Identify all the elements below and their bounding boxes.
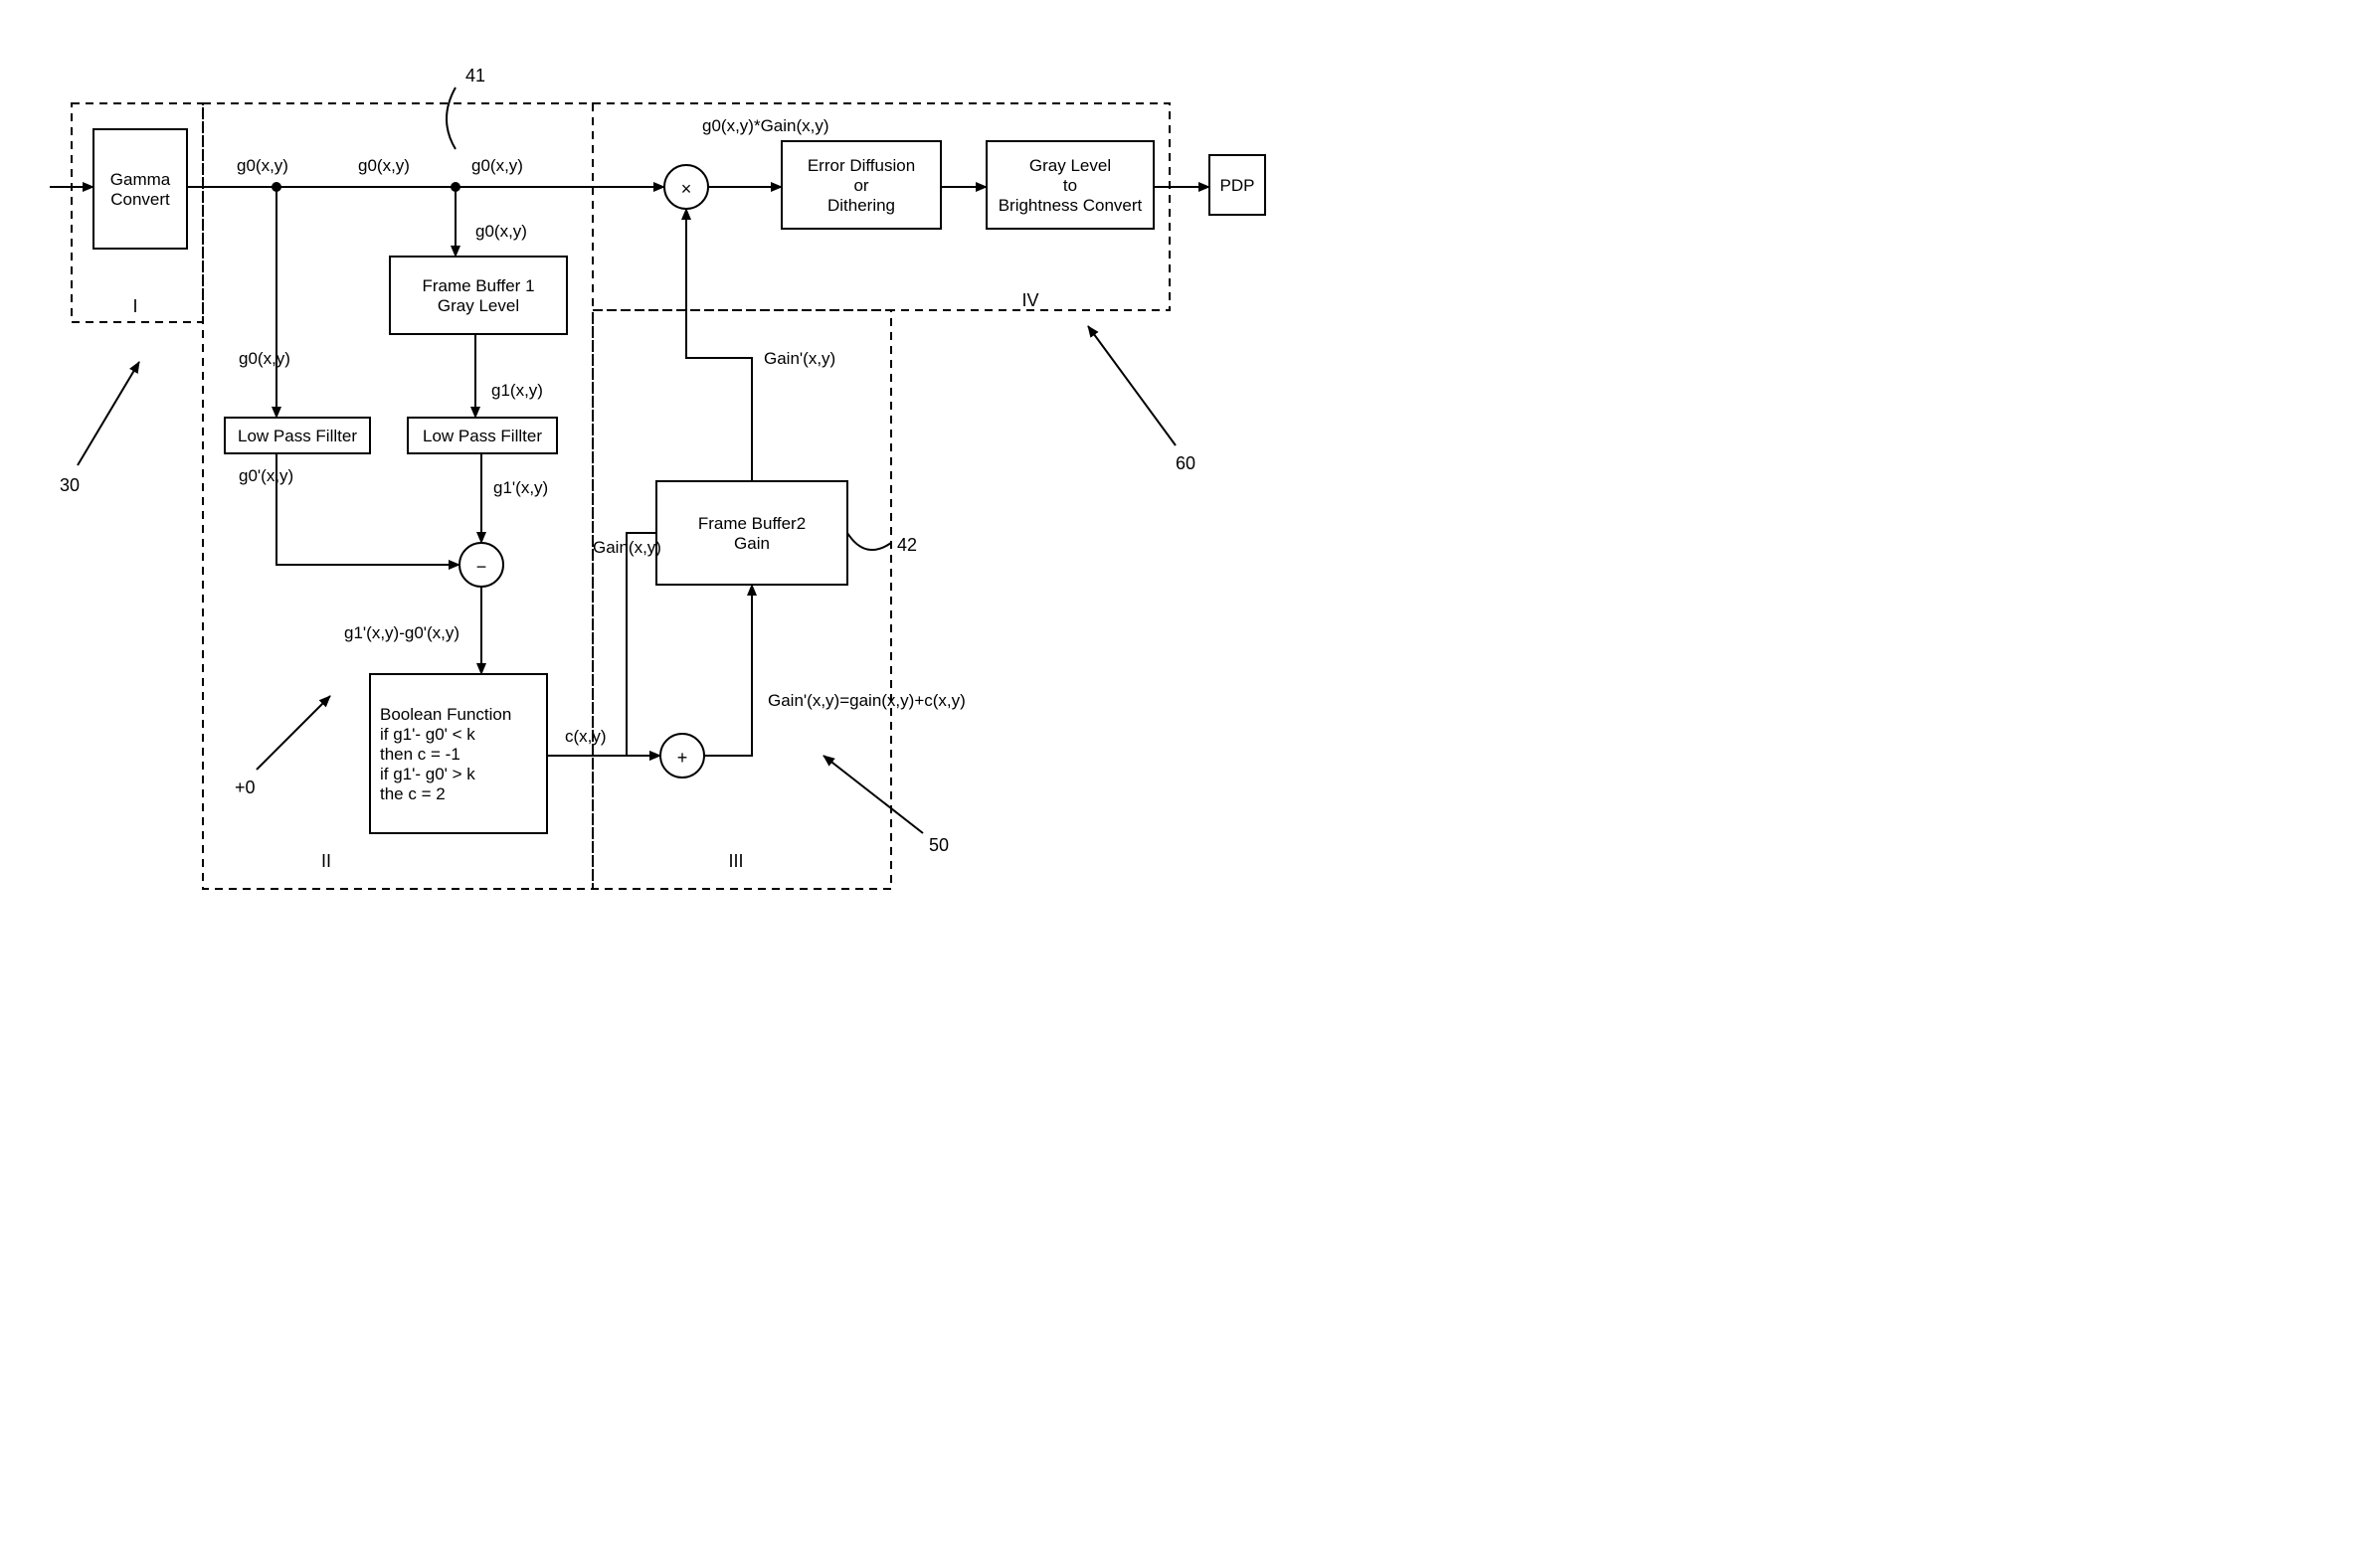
region-I — [72, 103, 203, 322]
block-gamma-line-1: Convert — [110, 190, 170, 209]
block-gl2b-line-1: to — [1063, 176, 1077, 195]
block-fb2-line-1: Gain — [734, 534, 770, 553]
label-g0_e: g0(x,y) — [239, 349, 290, 368]
callout-label-c42: 42 — [897, 535, 917, 555]
callout-label-c60: 60 — [1176, 453, 1195, 473]
node-n1 — [272, 182, 281, 192]
callout-label-cp0: +0 — [235, 778, 256, 797]
block-errdiff-line-0: Error Diffusion — [808, 156, 915, 175]
block-fb2 — [656, 481, 847, 585]
callout-label-c41: 41 — [465, 66, 485, 86]
block-fb1-line-1: Gray Level — [438, 296, 519, 315]
label-g1: g1(x,y) — [491, 381, 543, 400]
block-fb2-line-0: Frame Buffer2 — [698, 514, 806, 533]
block-boolfn-line-2: then c = -1 — [380, 745, 460, 764]
block-boolfn-line-3: if g1'- g0' > k — [380, 765, 475, 783]
label-g0p: g0'(x,y) — [239, 466, 293, 485]
label-g0_a: g0(x,y) — [237, 156, 288, 175]
label-gaineq: Gain'(x,y)=gain(x,y)+c(x,y) — [768, 691, 966, 710]
label-g0_b: g0(x,y) — [358, 156, 410, 175]
block-fb1-line-0: Frame Buffer 1 — [422, 276, 534, 295]
op-minus-symbol: − — [476, 557, 487, 577]
label-gainxy: Gain(x,y) — [593, 538, 661, 557]
diagram-stage: IIIIIIIVGammaConvertFrame Buffer 1Gray L… — [20, 20, 1448, 954]
callout-label-c30: 30 — [60, 475, 80, 495]
callout-line-cp0 — [257, 696, 330, 770]
signal-fb2_to_plus — [627, 533, 660, 756]
node-n2 — [451, 182, 460, 192]
label-cxy: c(x,y) — [565, 727, 607, 746]
region-label-I: I — [132, 296, 137, 316]
region-label-IV: IV — [1021, 290, 1038, 310]
op-mult-symbol: × — [681, 179, 692, 199]
callout-line-c41 — [447, 87, 456, 149]
callout-line-c30 — [78, 362, 139, 465]
callout-line-c42 — [847, 533, 891, 550]
label-g0gain: g0(x,y)*Gain(x,y) — [702, 116, 829, 135]
label-g0_c: g0(x,y) — [471, 156, 523, 175]
region-label-III: III — [728, 851, 743, 871]
block-lpf2-line-0: Low Pass Fillter — [423, 427, 542, 445]
block-errdiff-line-2: Dithering — [827, 196, 895, 215]
region-III — [593, 310, 891, 889]
block-boolfn-line-0: Boolean Function — [380, 705, 511, 724]
block-gl2b-line-0: Gray Level — [1029, 156, 1111, 175]
block-lpf1-line-0: Low Pass Fillter — [238, 427, 357, 445]
block-boolfn-line-1: if g1'- g0' < k — [380, 725, 475, 744]
label-g0_d: g0(x,y) — [475, 222, 527, 241]
signal-lpf1_out — [276, 453, 459, 565]
op-plus-symbol: + — [677, 748, 688, 768]
signal-plus_to_fb2 — [704, 585, 752, 756]
callout-line-c60 — [1088, 326, 1176, 445]
block-gamma — [93, 129, 187, 249]
callout-line-c50 — [824, 756, 923, 833]
block-errdiff-line-1: or — [853, 176, 868, 195]
block-boolfn-line-4: the c = 2 — [380, 784, 446, 803]
block-fb1 — [390, 257, 567, 334]
callout-label-c50: 50 — [929, 835, 949, 855]
block-gamma-line-0: Gamma — [110, 170, 171, 189]
block-gl2b-line-2: Brightness Convert — [999, 196, 1143, 215]
label-g1p: g1'(x,y) — [493, 478, 548, 497]
block-pdp-line-0: PDP — [1220, 176, 1255, 195]
label-diff: g1'(x,y)-g0'(x,y) — [344, 623, 459, 642]
region-label-II: II — [321, 851, 331, 871]
signal-fb2_to_mult — [686, 209, 752, 481]
label-gainpxy: Gain'(x,y) — [764, 349, 835, 368]
